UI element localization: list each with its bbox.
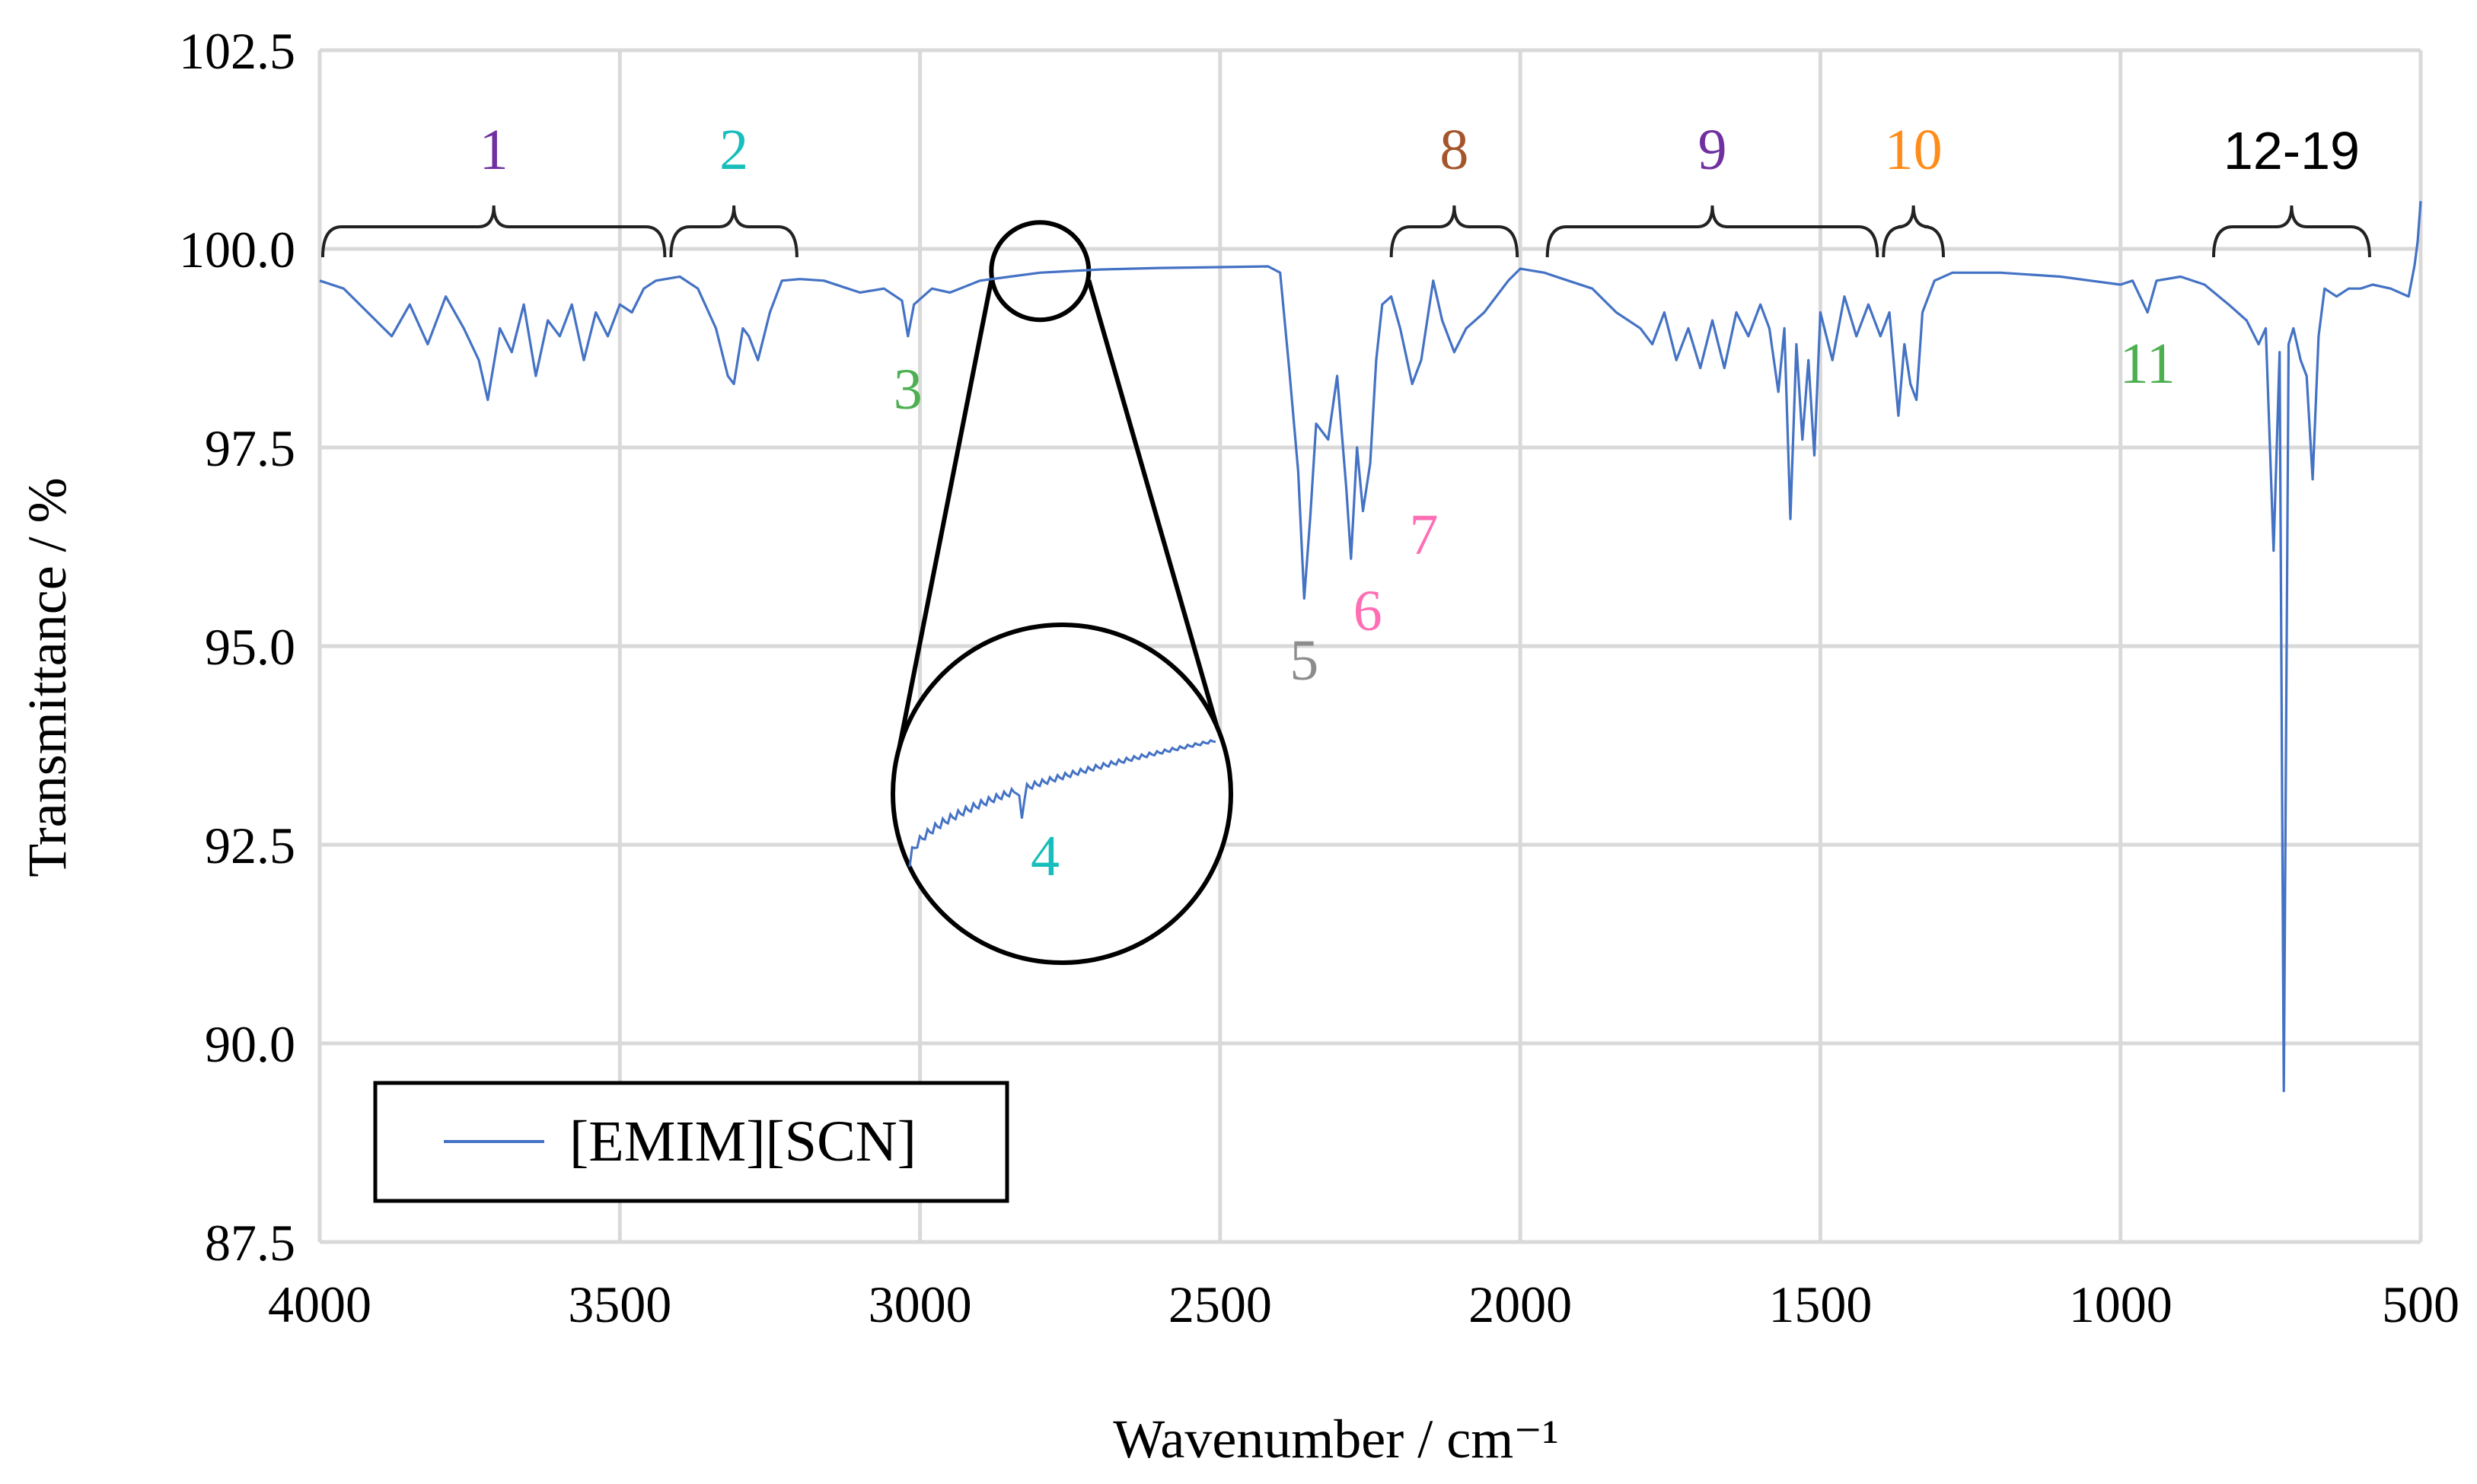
series-layer bbox=[319, 201, 2422, 1093]
legend-box bbox=[373, 1081, 1009, 1203]
x-tick-label: 3500 bbox=[568, 1275, 671, 1333]
annotation-label-9: 9 bbox=[1698, 118, 1726, 182]
y-tick-label: 95.0 bbox=[205, 618, 295, 676]
brace-12-19 bbox=[2212, 205, 2371, 258]
y-axis-title: Transmittance / % bbox=[17, 477, 78, 877]
zoom-connector-right bbox=[1086, 279, 1230, 766]
brace-10 bbox=[1882, 205, 1946, 258]
zoom-magnified-circle bbox=[891, 623, 1233, 965]
annotation-label-3: 3 bbox=[894, 358, 923, 422]
series-line bbox=[319, 201, 2422, 1093]
annotation-label-11: 11 bbox=[2120, 332, 2176, 396]
x-tick-label: 1500 bbox=[1768, 1275, 1872, 1333]
zoom-trace bbox=[908, 738, 1216, 868]
annotation-label-1: 1 bbox=[480, 118, 508, 182]
y-tick-label: 92.5 bbox=[205, 817, 295, 874]
x-tick-label: 2500 bbox=[1168, 1275, 1272, 1333]
brace-9 bbox=[1545, 205, 1879, 258]
x-tick-label: 1000 bbox=[2069, 1275, 2173, 1333]
x-tick-label: 3000 bbox=[869, 1275, 972, 1333]
legend-label: [EMIM][SCN] bbox=[569, 1110, 917, 1174]
annotation-label-8: 8 bbox=[1439, 118, 1468, 182]
x-tick-label: 500 bbox=[2382, 1275, 2459, 1333]
zoom-connector-left bbox=[894, 279, 994, 766]
annotation-label-5: 5 bbox=[1290, 629, 1318, 693]
y-tick-label: 87.5 bbox=[205, 1214, 295, 1272]
gridlines bbox=[317, 48, 2423, 1244]
y-tick-label: 102.5 bbox=[179, 22, 295, 80]
x-tick-label: 2000 bbox=[1468, 1275, 1572, 1333]
annotation-label-12-19: 12-19 bbox=[2224, 121, 2360, 180]
x-tick-label: 4000 bbox=[268, 1275, 371, 1333]
y-tick-label: 100.0 bbox=[179, 221, 295, 279]
annotation-label-4: 4 bbox=[1031, 824, 1060, 888]
y-tick-label: 97.5 bbox=[205, 419, 295, 477]
y-tick-label: 90.0 bbox=[205, 1015, 295, 1073]
brace-8 bbox=[1389, 205, 1519, 258]
brace-1 bbox=[321, 205, 667, 258]
brace-2 bbox=[669, 205, 799, 258]
x-axis-title: Wavenumber / cm⁻¹ bbox=[1113, 1409, 1559, 1470]
annotation-label-2: 2 bbox=[719, 118, 748, 182]
annotation-label-7: 7 bbox=[1410, 503, 1439, 567]
annotation-label-10: 10 bbox=[1885, 118, 1943, 182]
legend: [EMIM][SCN] bbox=[373, 1081, 1009, 1203]
annotations: 1 2 3 4 567 8 9 10 11 12-19 bbox=[321, 118, 2371, 888]
annotation-label-6: 6 bbox=[1353, 579, 1382, 643]
zoom-inset bbox=[891, 220, 1233, 965]
